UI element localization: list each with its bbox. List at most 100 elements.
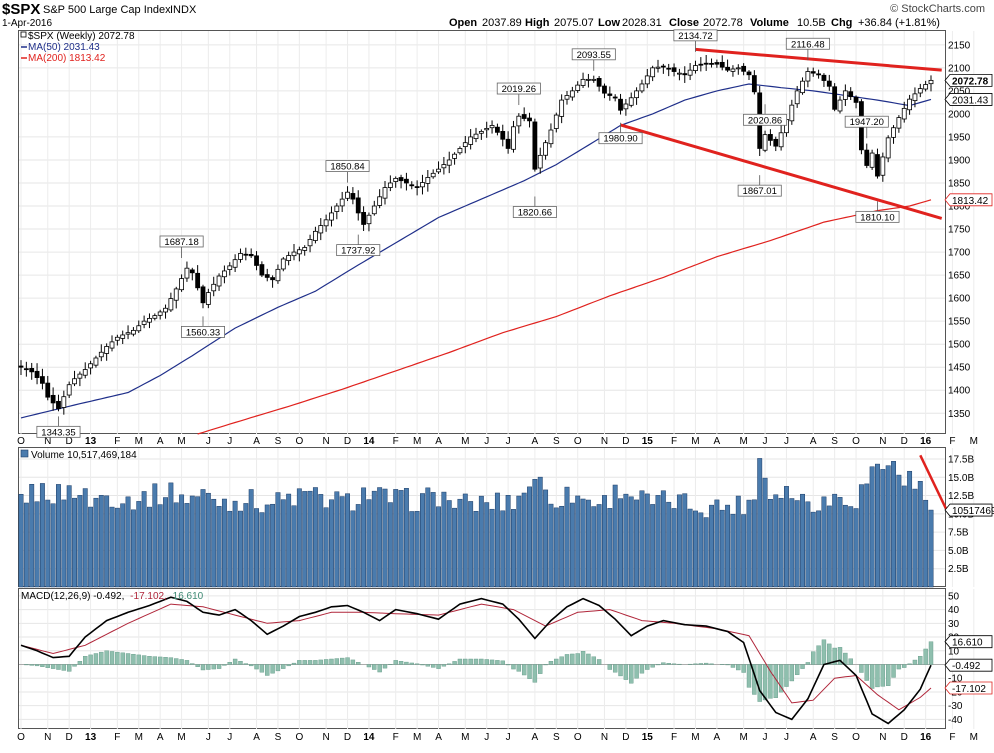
macd-marker-label: -0.492 (952, 661, 981, 672)
x-tick-label: 13 (85, 436, 97, 447)
volume-bar (24, 503, 28, 587)
macd-histogram-bar (576, 654, 580, 665)
candle-body (442, 165, 446, 168)
volume-bar (292, 506, 296, 587)
macd-histogram-bar (554, 659, 558, 664)
candle-body (479, 131, 483, 133)
x-tick-label: M (135, 436, 143, 447)
candle-body (661, 66, 665, 67)
candle-body (56, 401, 60, 408)
annotation-label: 1947.20 (850, 117, 884, 128)
macd-histogram-bar (629, 664, 633, 683)
x-tick-label: D (344, 732, 351, 743)
candle-body (645, 76, 649, 84)
macd-histogram-bar (399, 661, 403, 664)
exchange-label: INDX (170, 4, 197, 16)
candle-body (115, 337, 119, 340)
macd-histogram-bar (565, 654, 569, 664)
macd-histogram-bar (99, 652, 103, 664)
macd-histogram-bar (886, 664, 890, 685)
x-tick-label: A (435, 732, 442, 743)
x-tick-label: D (622, 732, 629, 743)
volume-bar (195, 497, 199, 587)
price-y-tick-label: 1550 (948, 317, 971, 328)
volume-bar (586, 500, 590, 587)
x-tick-label: A (253, 436, 260, 447)
macd-histogram-bar (410, 663, 414, 665)
candle-body (303, 247, 307, 250)
volume-bar (201, 489, 205, 587)
volume-bar (645, 494, 649, 587)
x-tick-label: M (739, 436, 747, 447)
candle-body (453, 154, 457, 158)
candle-body (726, 67, 730, 70)
volume-bar (549, 504, 553, 587)
volume-bar (634, 500, 638, 587)
candle-body (340, 199, 344, 206)
candle-body (490, 125, 494, 127)
volume-bar (677, 495, 681, 587)
volume-bar (613, 485, 617, 587)
macd-histogram-bar (415, 664, 419, 665)
volume-bar (297, 489, 301, 587)
x-tick-label: A (157, 436, 164, 447)
candle-body (485, 128, 489, 129)
candle-body (420, 183, 424, 187)
x-tick-label: O (852, 436, 860, 447)
x-tick-label: M (177, 732, 185, 743)
volume-bar (897, 475, 901, 587)
macd-histogram-bar (827, 644, 831, 665)
macd-histogram-bar (126, 654, 130, 665)
candle-body (474, 134, 478, 138)
volume-bar (137, 501, 141, 587)
macd-histogram-bar (169, 658, 173, 665)
x-tick-label: S (831, 732, 838, 743)
candle-body (335, 206, 339, 212)
candle-body (362, 212, 366, 224)
candle-body (752, 76, 756, 92)
macd-histogram-bar (233, 659, 237, 664)
candle-body (833, 87, 837, 110)
macd-histogram-bar (790, 664, 794, 680)
candle-body (918, 89, 922, 93)
volume-bar (806, 502, 810, 587)
x-tick-label: J (506, 732, 511, 743)
macd-histogram-bar (742, 664, 746, 672)
candle-body (565, 95, 569, 99)
candle-body (394, 178, 398, 181)
macd-histogram-bar (153, 657, 157, 665)
x-tick-label: O (852, 732, 860, 743)
volume-bar (260, 513, 264, 587)
macd-y-tick-label: 40 (948, 605, 960, 616)
candle-body (827, 81, 831, 86)
candle-body (592, 79, 596, 80)
macd-histogram-bar (185, 660, 189, 664)
candle-body (849, 92, 853, 97)
volume-bar (458, 499, 462, 587)
macd-histogram-bar (431, 664, 435, 667)
volume-bar (217, 506, 221, 587)
candle-body (238, 253, 242, 259)
close-value: 2072.78 (703, 17, 743, 29)
x-tick-label: N (601, 732, 608, 743)
annotation-label: 2020.86 (748, 115, 782, 126)
x-tick-label: D (344, 436, 351, 447)
volume-bar (918, 481, 922, 587)
candle-body (228, 266, 232, 270)
candle-body (185, 268, 189, 278)
macd-histogram-bar (806, 662, 810, 664)
candle-body (806, 72, 810, 82)
price-marker-label: 1813.42 (952, 196, 989, 207)
volume-bar (720, 510, 724, 587)
volume-bar (415, 511, 419, 587)
volume-bar (501, 511, 505, 587)
macd-histogram-bar (131, 654, 135, 664)
volume-bar (859, 485, 863, 587)
macd-histogram-bar (704, 663, 708, 664)
candle-body (704, 63, 708, 64)
volume-bar (270, 504, 274, 587)
volume-bar (581, 499, 585, 587)
volume-bar (715, 500, 719, 587)
volume-bar (485, 503, 489, 587)
macd-histogram-bar (174, 659, 178, 665)
